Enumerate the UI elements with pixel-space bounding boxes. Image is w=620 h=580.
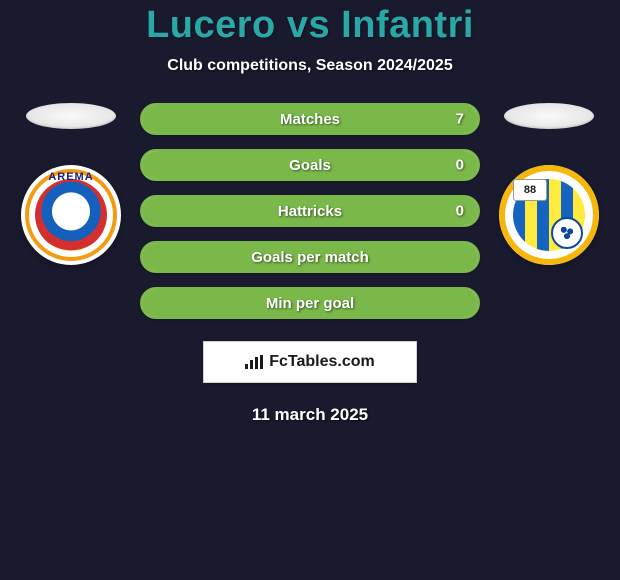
stat-value: 0 [456,203,464,220]
stat-label: Goals per match [251,249,369,266]
left-club-badge: AREMA [21,165,121,265]
comparison-row: AREMA Matches 7 Goals 0 Hattricks 0 Goals per … [0,103,620,319]
branding-text: FcTables.com [269,353,375,371]
content-root: Lucero vs Infantri Club competitions, Se… [0,0,620,580]
stat-value: 0 [456,157,464,174]
stat-value: 7 [456,111,464,128]
right-player-face-placeholder [504,103,594,129]
left-player-column: AREMA [16,103,126,265]
left-badge-inner [35,179,107,251]
page-subtitle: Club competitions, Season 2024/2025 [167,57,452,75]
footer-date: 11 march 2025 [252,405,368,425]
branding-box: FcTables.com [203,341,417,383]
stat-label: Hattricks [278,203,342,220]
stat-pill: Min per goal [140,287,480,319]
right-player-column: 88 [494,103,604,265]
stat-pill: Goals 0 [140,149,480,181]
stat-label: Goals [289,157,331,174]
page-title: Lucero vs Infantri [146,4,474,47]
stat-pill: Goals per match [140,241,480,273]
stat-pill: Matches 7 [140,103,480,135]
stat-label: Matches [280,111,340,128]
stat-label: Min per goal [266,295,354,312]
stats-column: Matches 7 Goals 0 Hattricks 0 Goals per match M… [140,103,480,319]
right-badge-label: 88 [513,179,547,201]
right-club-badge: 88 [499,165,599,265]
right-badge-ball-icon [551,217,583,249]
left-badge-text: AREMA [21,171,121,183]
stat-pill: Hattricks 0 [140,195,480,227]
bar-chart-icon [245,355,263,369]
left-player-face-placeholder [26,103,116,129]
